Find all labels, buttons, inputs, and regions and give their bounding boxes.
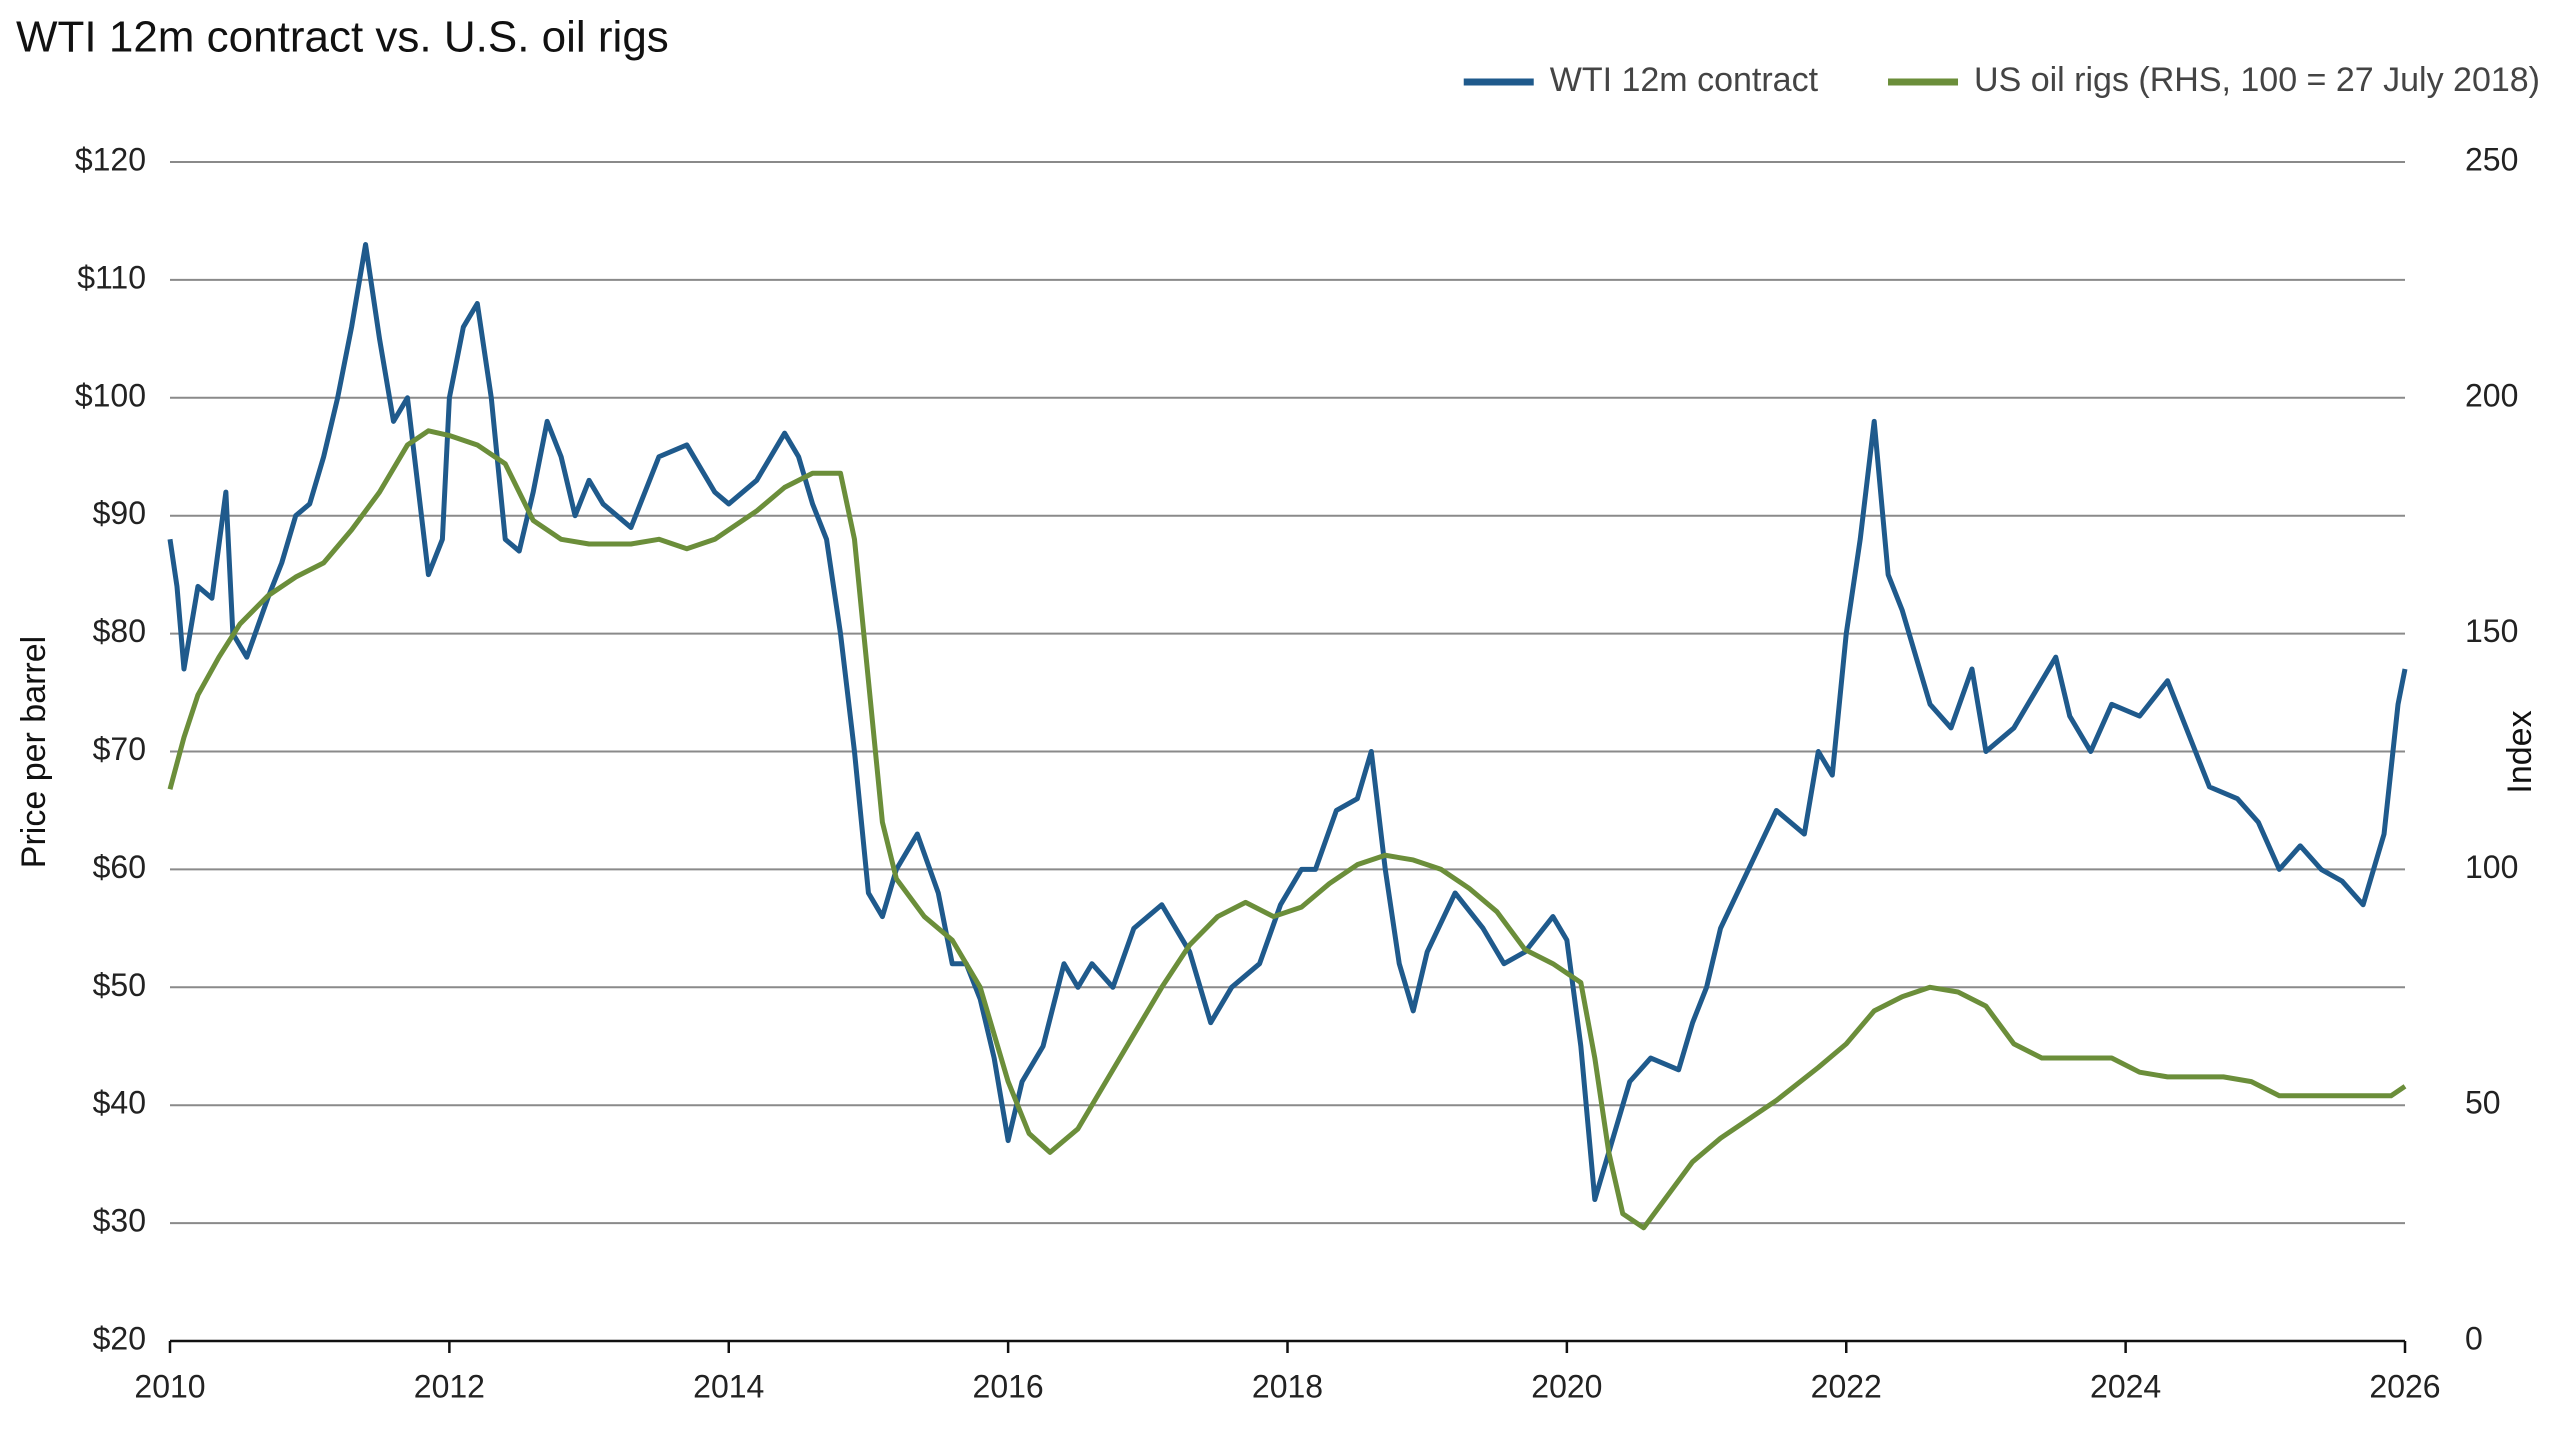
y-tick-label: $20 (93, 1320, 146, 1356)
y2-tick-label: 250 (2465, 141, 2518, 177)
y-tick-label: $70 (93, 731, 146, 767)
y-tick-label: $110 (77, 259, 146, 295)
x-tick-label: 2010 (134, 1368, 205, 1404)
x-tick-label: 2018 (1252, 1368, 1323, 1404)
y2-tick-label: 100 (2465, 849, 2518, 885)
y2-tick-label: 150 (2465, 613, 2518, 649)
data-line (167, 428, 2407, 1231)
x-tick-label: 2022 (1811, 1368, 1882, 1404)
chart-title: WTI 12m contract vs. U.S. oil rigs (16, 13, 669, 62)
y-tick-label: $90 (93, 495, 146, 531)
x-tick-label: 2012 (414, 1368, 485, 1404)
y2-tick-label: 0 (2465, 1320, 2483, 1356)
x-tick-label: 2014 (693, 1368, 764, 1404)
y-tick-label: $60 (93, 849, 146, 885)
x-tick-label: 2024 (2090, 1368, 2161, 1404)
x-tick-label: 2026 (2369, 1368, 2440, 1404)
legend-label: US oil rigs (RHS, 100 = 27 July 2018) (1974, 61, 2540, 99)
y2-axis-label: Index (2501, 710, 2539, 793)
y2-tick-label: 50 (2465, 1085, 2501, 1121)
y-tick-label: $50 (93, 967, 146, 1003)
x-tick-label: 2016 (973, 1368, 1044, 1404)
y-tick-label: $120 (75, 141, 146, 177)
y2-tick-label: 200 (2465, 377, 2518, 413)
y-axis-label: Price per barrel (15, 636, 53, 868)
y-tick-label: $100 (75, 377, 146, 413)
legend-label: WTI 12m contract (1550, 61, 1819, 99)
x-tick-label: 2020 (1531, 1368, 1602, 1404)
data-line (167, 242, 2408, 1203)
y-tick-label: $30 (93, 1203, 146, 1239)
y-tick-label: $40 (93, 1085, 146, 1121)
y-tick-label: $80 (93, 613, 146, 649)
